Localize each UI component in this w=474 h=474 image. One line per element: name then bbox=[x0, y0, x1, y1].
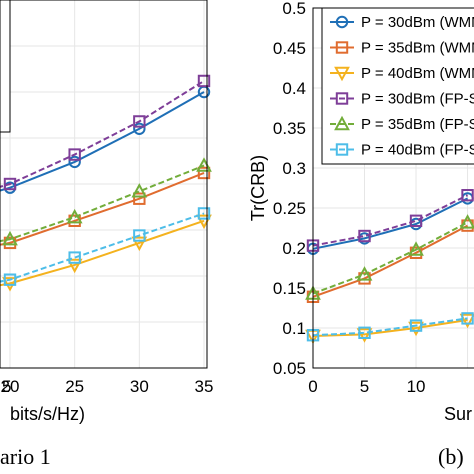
right-series-2-line bbox=[312, 224, 469, 298]
left-series-5-point bbox=[131, 183, 148, 198]
left-series-5-point bbox=[2, 230, 18, 246]
right-series-5-line bbox=[312, 221, 469, 295]
right-series-1-line bbox=[312, 197, 468, 250]
left-series-1-line bbox=[0, 91, 205, 192]
left-series-6-point bbox=[68, 251, 81, 264]
right-series-3-point bbox=[459, 313, 474, 329]
right-y-axis-label: Tr(CRB) bbox=[248, 155, 268, 221]
left-x-axis-label: bits/s/Hz) bbox=[10, 404, 85, 424]
right-series-5-point bbox=[459, 214, 474, 229]
left-x-tick-label-partial: 5 bbox=[2, 377, 11, 396]
legend-entry-label: P = 40dBm (FP-S bbox=[361, 142, 474, 159]
left-plot-frame bbox=[0, 0, 208, 369]
legend-entry-label: P = 30dBm (WMM bbox=[361, 14, 474, 31]
right-y-tick-label: 0.35 bbox=[273, 119, 306, 138]
right-y-tick-label: 0.4 bbox=[282, 79, 306, 98]
right-y-tick-label: 0.25 bbox=[273, 199, 306, 218]
left-series-1-point bbox=[133, 122, 146, 136]
right-series-6-point bbox=[358, 326, 371, 340]
left-legend-box bbox=[0, 0, 11, 133]
legend-entry-label: P = 40dBm (WMM bbox=[361, 65, 474, 82]
left-series-2-line bbox=[0, 172, 205, 246]
left-series-2-point bbox=[133, 192, 146, 205]
right-series-group bbox=[305, 189, 474, 345]
right-chart: 0.050.10.150.20.250.30.350.40.450.50 5 10 … bbox=[248, 0, 474, 469]
right-series-6-point bbox=[461, 312, 474, 325]
right-series-4-point bbox=[461, 189, 474, 202]
right-legend: P = 30dBm (WMM P = 35dBm (WMM P = 40dBm (W… bbox=[321, 7, 474, 165]
right-y-tick-label: 0.2 bbox=[282, 239, 306, 258]
left-series-3-point bbox=[66, 258, 83, 274]
left-series-1-point bbox=[68, 155, 81, 169]
right-x-axis-label: Sur bbox=[444, 404, 472, 424]
legend-swatch-marker bbox=[335, 15, 349, 29]
right-series-5-point bbox=[408, 241, 424, 256]
legend-entry-label: P = 35dBm (FP-S bbox=[361, 116, 474, 133]
right-x-tick-label: 0 bbox=[308, 377, 317, 396]
right-x-tick-label: 5 bbox=[360, 377, 369, 396]
right-series-3-point bbox=[356, 328, 373, 343]
left-chart: 20 25 30 35 5 bits/s/Hz) ario 1 bbox=[0, 0, 213, 469]
left-series-3-line bbox=[0, 219, 205, 287]
left-series-6-point bbox=[197, 207, 211, 220]
right-y-tick-label: 0.05 bbox=[273, 359, 306, 378]
left-series-5-line bbox=[0, 164, 205, 243]
legend-swatch-marker bbox=[334, 115, 350, 131]
left-x-tick-label: 20 bbox=[1, 377, 20, 396]
right-y-tick-label: 0.1 bbox=[282, 319, 306, 338]
right-tick-labels: 0.05 0.1 0.15 0.2 0.25 0.3 0.35 0.4 0.45 0.5 0 5 10 bbox=[273, 0, 426, 396]
left-caption: ario 1 bbox=[0, 444, 51, 469]
legend-swatch-marker bbox=[335, 41, 349, 54]
right-series-4-point bbox=[409, 214, 423, 228]
right-y-tick-label: 0.3 bbox=[282, 159, 306, 178]
left-series-group bbox=[0, 74, 212, 292]
right-series-3-point bbox=[408, 321, 424, 337]
left-x-tick-label: 35 bbox=[195, 377, 214, 396]
right-caption: (b) bbox=[438, 444, 464, 469]
right-y-tick-label: 0.5 bbox=[282, 0, 306, 18]
right-x-tick-label: 10 bbox=[407, 377, 426, 396]
left-tick-labels: 20 25 30 35 5 bbox=[1, 377, 214, 396]
left-series-3-point bbox=[131, 236, 148, 252]
right-series-6-point bbox=[409, 319, 423, 332]
left-series-4-line bbox=[0, 80, 205, 188]
legend-swatch-marker bbox=[334, 66, 350, 82]
right-series-4-point bbox=[358, 229, 371, 243]
legend-box bbox=[321, 7, 474, 165]
legend-entry-label: P = 30dBm (FP-S bbox=[361, 91, 474, 108]
left-x-tick-label: 30 bbox=[130, 377, 149, 396]
left-series-6-point bbox=[3, 273, 17, 286]
left-series-4-point bbox=[68, 148, 81, 161]
left-series-4-point bbox=[133, 115, 146, 128]
legend-swatch-marker bbox=[335, 143, 349, 156]
left-series-4-point bbox=[197, 74, 211, 88]
right-series-6-line bbox=[312, 317, 468, 337]
left-series-2-point bbox=[197, 166, 211, 180]
legend-entry-label: P = 35dBm (WMM bbox=[361, 40, 474, 57]
left-series-3-point bbox=[2, 277, 18, 292]
right-y-tick-label: 0.15 bbox=[273, 279, 306, 298]
left-series-4-point bbox=[3, 177, 17, 191]
left-series-6-point bbox=[133, 229, 146, 242]
right-series-3-line bbox=[312, 319, 468, 337]
left-series-6-line bbox=[0, 212, 205, 283]
legend-swatch-marker bbox=[335, 92, 349, 105]
right-series-5-point bbox=[356, 266, 373, 281]
left-x-tick-label: 25 bbox=[65, 377, 84, 396]
right-y-tick-label: 0.45 bbox=[273, 39, 306, 58]
left-series-5-point bbox=[66, 208, 83, 224]
